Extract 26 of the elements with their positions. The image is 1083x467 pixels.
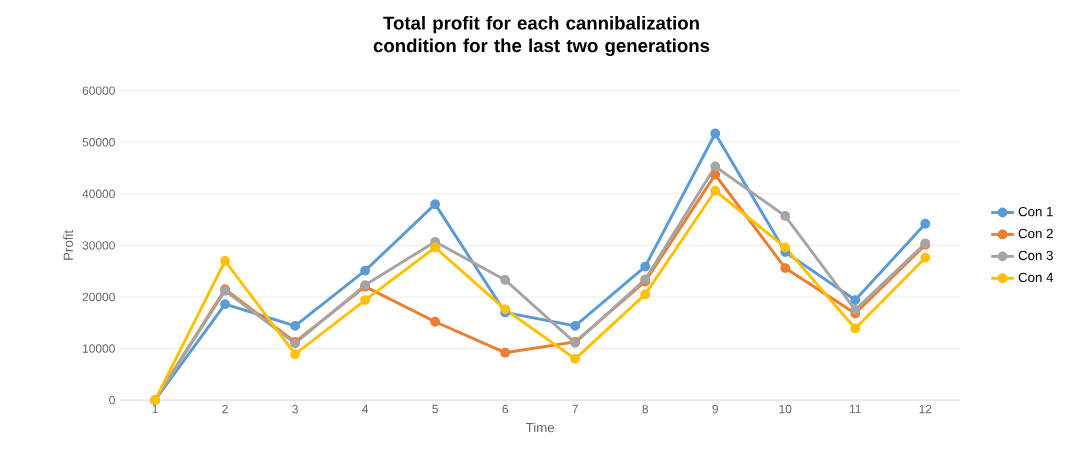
x-tick-label: 5 — [432, 404, 438, 414]
x-tick-label: 2 — [222, 404, 228, 414]
legend-label: Con 4 — [1018, 272, 1054, 283]
x-tick-label: 10 — [779, 404, 792, 414]
y-tick-label: 40000 — [82, 189, 115, 199]
y-tick-label: 20000 — [82, 292, 115, 302]
x-tick-label: 3 — [292, 404, 298, 414]
x-tick-label: 6 — [502, 404, 508, 414]
x-tick-label: 9 — [712, 404, 718, 414]
x-axis-title: Time — [525, 422, 555, 433]
y-tick-label: 30000 — [82, 241, 115, 250]
x-tick-label: 11 — [849, 404, 861, 414]
legend-label: Con 3 — [1018, 250, 1053, 261]
legend-label: Con 2 — [1018, 228, 1053, 239]
y-tick-label: 50000 — [82, 138, 115, 147]
x-tick-label: 1 — [152, 404, 158, 414]
y-tick-label: 0 — [109, 395, 115, 405]
y-axis-title: Profit — [63, 230, 73, 260]
legend-label: Con 1 — [1018, 206, 1053, 217]
chart-title: Total profit for each cannibalization condition for the last two generations — [373, 16, 710, 57]
y-tick-label: 10000 — [83, 344, 115, 353]
x-tick-label: 7 — [572, 404, 578, 414]
y-tick-label: 60000 — [82, 86, 115, 96]
x-tick-label: 8 — [642, 404, 648, 414]
x-tick-label: 12 — [919, 404, 932, 414]
x-tick-label: 4 — [362, 404, 369, 414]
